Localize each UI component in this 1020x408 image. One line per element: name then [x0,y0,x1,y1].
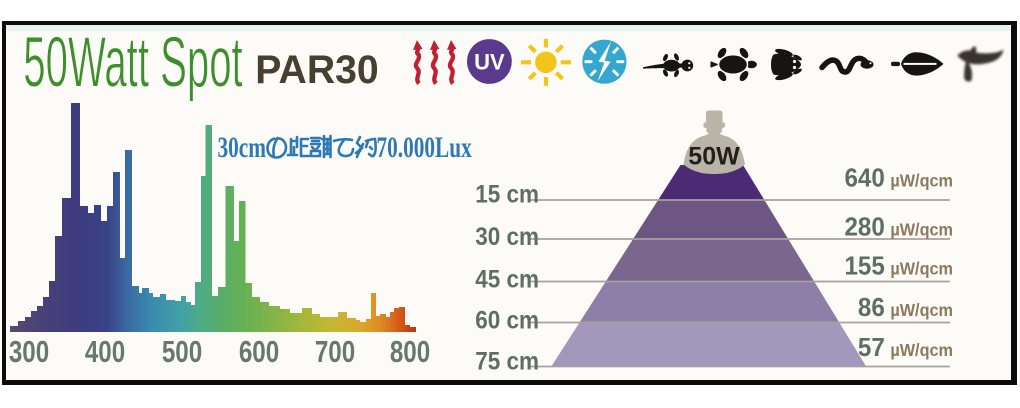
svg-text:800: 800 [390,334,430,369]
svg-text:45 cm: 45 cm [475,265,539,293]
svg-text:300: 300 [9,334,49,369]
svg-text:50Watt Spot: 50Watt Spot [23,24,242,103]
svg-text:UV: UV [474,50,505,75]
svg-text:70.000Lux: 70.000Lux [377,130,472,163]
svg-text:500: 500 [162,334,202,369]
svg-text:15 cm: 15 cm [475,180,539,208]
svg-text:400: 400 [85,334,125,369]
svg-text:600: 600 [239,334,279,369]
svg-text:50W: 50W [688,143,740,171]
svg-text:75 cm: 75 cm [475,347,539,375]
svg-text:30 cm: 30 cm [475,223,539,251]
svg-text:60 cm: 60 cm [475,306,539,334]
svg-text:30cm: 30cm [218,130,267,163]
svg-text:700: 700 [315,334,355,369]
svg-text:PAR30: PAR30 [255,48,378,92]
